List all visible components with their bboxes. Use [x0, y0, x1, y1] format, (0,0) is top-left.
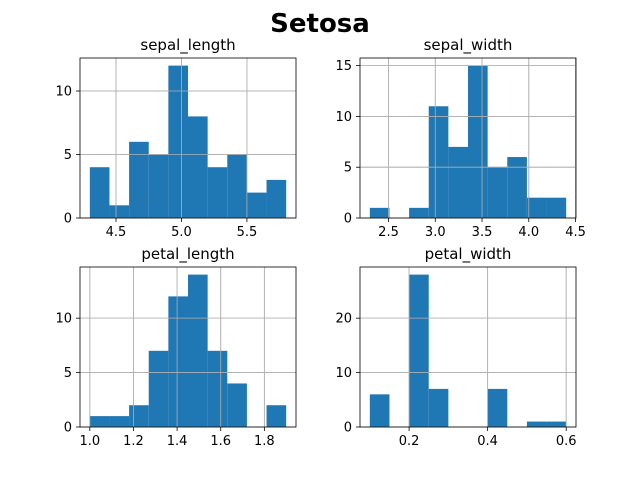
subplot-sepal_length: 4.5 5.0 5.5 0 5 10 sepal_length: [55, 36, 297, 240]
histogram-bar: [227, 383, 247, 427]
y-tick-label: 5: [64, 148, 72, 163]
subplot-title: sepal_length: [140, 36, 235, 55]
x-tick-label: 0.6: [556, 434, 577, 449]
histogram-bar: [487, 167, 508, 218]
x-tick-label: 2.5: [378, 225, 399, 240]
histogram-bar: [207, 167, 228, 218]
histogram-bar: [109, 416, 130, 427]
x-tick-label: 4.5: [106, 225, 127, 240]
histogram-bar: [89, 416, 110, 427]
figure-title: Setosa: [270, 9, 370, 39]
y-tick-label: 15: [335, 59, 352, 74]
x-tick-label: 4.5: [565, 225, 586, 240]
histogram-bar: [526, 197, 547, 218]
x-tick-label: 1.0: [79, 434, 100, 449]
histogram-bar: [546, 421, 567, 427]
histogram-bar: [448, 146, 468, 218]
x-tick-label: 1.4: [167, 434, 188, 449]
histogram-bar: [409, 274, 429, 427]
histogram-bar: [148, 350, 169, 427]
x-tick-label: 3.0: [425, 225, 446, 240]
histogram-bar: [188, 116, 208, 218]
x-tick-label: 5.5: [237, 225, 258, 240]
x-tick-label: 4.0: [518, 225, 539, 240]
histogram-bar: [109, 205, 130, 218]
subplot-title: sepal_width: [424, 36, 513, 55]
y-tick-label: 0: [64, 212, 72, 227]
histogram-bar: [369, 394, 390, 427]
y-tick-label: 10: [55, 85, 72, 100]
y-tick-label: 0: [344, 212, 352, 227]
y-tick-label: 10: [55, 312, 72, 327]
x-tick-label: 0.2: [399, 434, 420, 449]
subplot-petal_width: 0.2 0.4 0.6 0 10 20 petal_width: [335, 245, 576, 449]
histogram-bar: [168, 65, 188, 218]
x-tick-label: 5.0: [171, 225, 192, 240]
histogram-bar: [266, 405, 287, 427]
y-tick-label: 5: [344, 161, 352, 176]
subplot-grid: 4.5 5.0 5.5 0 5 10 sepal_length 2.5 3.0 3.5 4.0 4.5…: [55, 36, 585, 449]
y-tick-label: 0: [344, 421, 352, 436]
y-tick-label: 20: [335, 312, 352, 327]
y-tick-label: 10: [335, 110, 352, 125]
axes-frame: [79, 266, 297, 428]
subplot-sepal_width: 2.5 3.0 3.5 4.0 4.5 0 5 10 15 sepal_width: [335, 36, 585, 240]
x-tick-label: 1.8: [254, 434, 275, 449]
subplot-title: petal_width: [425, 245, 512, 264]
y-tick-label: 10: [335, 366, 352, 381]
axes-frame: [359, 266, 577, 428]
histogram-bar: [409, 207, 429, 218]
histogram-bar: [246, 192, 267, 218]
y-tick-label: 0: [64, 421, 72, 436]
histogram-bar: [148, 154, 169, 218]
axes-frame: [79, 57, 297, 219]
x-tick-label: 1.6: [210, 434, 231, 449]
histogram-bar: [129, 405, 149, 427]
histogram-bar: [526, 421, 547, 427]
histogram-bar: [507, 157, 527, 218]
histogram-bar: [207, 350, 228, 427]
histogram-bar: [188, 274, 208, 427]
histogram-bar: [487, 388, 508, 427]
histogram-bar: [428, 388, 449, 427]
x-tick-label: 0.4: [477, 434, 498, 449]
histogram-bar: [266, 179, 287, 218]
histogram-bar: [546, 197, 567, 218]
x-tick-label: 1.2: [123, 434, 144, 449]
histogram-bar: [468, 65, 488, 218]
axes-frame: [359, 57, 577, 219]
histogram-bar: [428, 106, 449, 218]
y-tick-label: 5: [64, 366, 72, 381]
subplot-petal_length: 1.0 1.2 1.4 1.6 1.8 0 5 10 petal_length: [55, 245, 297, 449]
histogram-bar: [369, 207, 390, 218]
histogram-bar: [227, 154, 247, 218]
histogram-bar: [89, 167, 110, 218]
histogram-bar: [168, 296, 188, 427]
subplot-title: petal_length: [141, 245, 234, 264]
histogram-bar: [129, 141, 149, 218]
x-tick-label: 3.5: [472, 225, 493, 240]
